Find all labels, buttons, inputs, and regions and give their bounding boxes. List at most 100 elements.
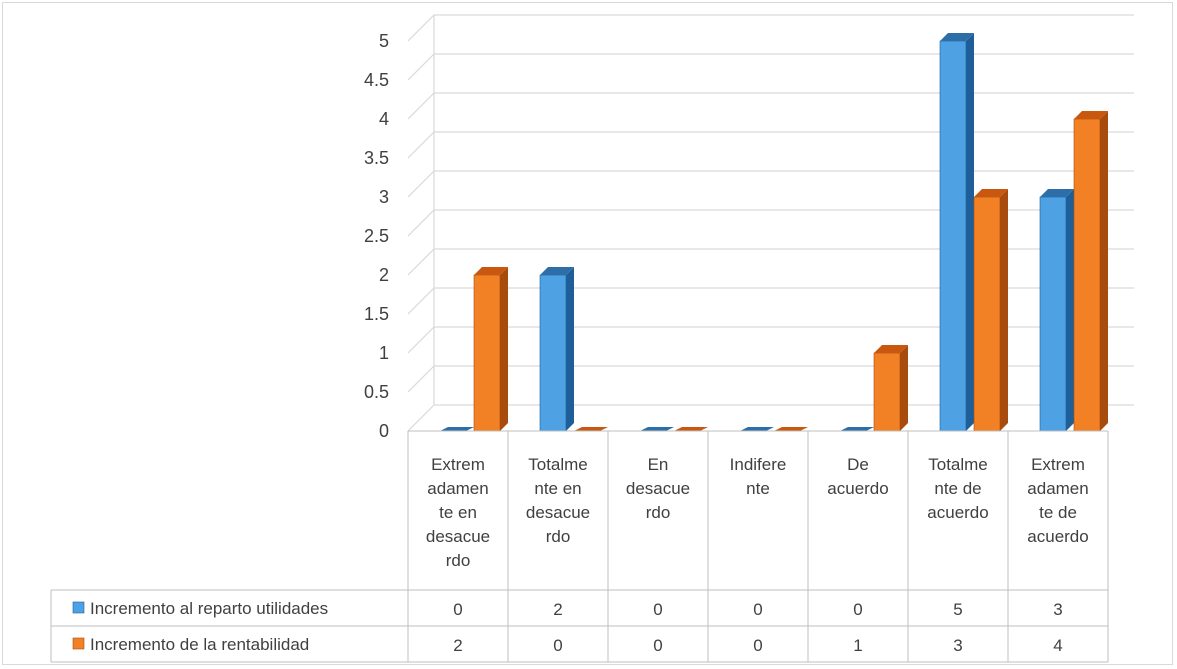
- bar-front: [939, 40, 967, 432]
- category-label-line: acuerdo: [927, 503, 988, 522]
- data-cell: 2: [453, 636, 462, 655]
- category-label: Indifere nte: [730, 455, 787, 498]
- data-cell: 4: [1053, 636, 1062, 655]
- category-label-line: adamen: [1027, 479, 1088, 498]
- data-cell: 3: [1053, 600, 1062, 619]
- category-label-line: desacue: [426, 527, 490, 546]
- bar-flat: [674, 427, 708, 431]
- category-label-line: rdo: [546, 527, 571, 546]
- data-cell: 0: [753, 636, 762, 655]
- category-label-line: rdo: [446, 551, 471, 570]
- category-label-line: nte: [746, 479, 770, 498]
- category-label-line: Indifere: [730, 455, 787, 474]
- data-cell: 5: [953, 600, 962, 619]
- category-label-line: desacue: [526, 503, 590, 522]
- y-axis-ticks: 0 0.5 1 1.5 2 2.5 3 3.5 4 4.5 5: [364, 31, 389, 441]
- category-label-line: te en: [439, 503, 477, 522]
- bar-front: [873, 352, 901, 432]
- category-label-line: De: [847, 455, 869, 474]
- gridline-connector: [407, 248, 435, 276]
- gridline-connector: [407, 404, 435, 432]
- gridline-connector: [407, 53, 435, 81]
- y-tick-label: 2: [379, 265, 389, 285]
- y-tick-label: 3.5: [364, 148, 389, 168]
- category-label-line: Extrem: [431, 455, 485, 474]
- bar-flat: [774, 427, 808, 431]
- category-label-line: te de: [1039, 503, 1077, 522]
- bar-top: [1040, 189, 1074, 197]
- bar-top: [540, 267, 574, 275]
- y-tick-label: 1.5: [364, 304, 389, 324]
- bar-flat: [640, 427, 674, 431]
- gridline-connector: [407, 365, 435, 393]
- data-cell: 0: [453, 600, 462, 619]
- y-tick-label: 3: [379, 187, 389, 207]
- data-cell: 0: [753, 600, 762, 619]
- category-label: Extrem adamen te en desacue rdo: [426, 455, 490, 570]
- gridline-connector: [407, 92, 435, 120]
- bar-top: [1074, 111, 1108, 119]
- data-cell: 0: [653, 600, 662, 619]
- bar-top: [874, 345, 908, 353]
- category-label-line: nte en: [534, 479, 581, 498]
- bar-side: [500, 267, 508, 431]
- bar-top: [974, 189, 1008, 197]
- bar-front: [1073, 118, 1101, 432]
- y-tick-label: 4.5: [364, 70, 389, 90]
- category-label: Totalme nte de acuerdo: [927, 455, 988, 522]
- gridlines: [407, 14, 1134, 432]
- category-label-line: Totalme: [928, 455, 988, 474]
- y-tick-label: 4: [379, 109, 389, 129]
- data-cell: 0: [553, 636, 562, 655]
- category-label: De acuerdo: [827, 455, 888, 498]
- data-cell: 3: [953, 636, 962, 655]
- bar-side: [1000, 189, 1008, 431]
- category-label-line: rdo: [646, 503, 671, 522]
- data-table: Extrem adamen te en desacue rdo Totalme nte en…: [50, 430, 1109, 663]
- bar-front: [973, 196, 1001, 432]
- y-tick-label: 0: [379, 421, 389, 441]
- bar-front: [539, 274, 567, 432]
- bar-top: [940, 33, 974, 41]
- category-label-line: desacue: [626, 479, 690, 498]
- category-label: Extrem adamen te de acuerdo: [1027, 455, 1088, 546]
- bar-side: [1066, 189, 1074, 431]
- bar-flat: [440, 427, 474, 431]
- legend-key: [72, 637, 85, 650]
- category-label-line: acuerdo: [827, 479, 888, 498]
- category-label-line: acuerdo: [1027, 527, 1088, 546]
- bar-flat: [740, 427, 774, 431]
- category-label: Totalme nte en desacue rdo: [526, 455, 590, 546]
- y-tick-label: 1: [379, 343, 389, 363]
- bar-front: [473, 274, 501, 432]
- bar-flat: [840, 427, 874, 431]
- category-label: En desacue rdo: [626, 455, 690, 522]
- y-tick-label: 5: [379, 31, 389, 51]
- data-cell: 0: [853, 600, 862, 619]
- gridline-connector: [407, 287, 435, 315]
- category-label-line: adamen: [427, 479, 488, 498]
- legend-label: Incremento de la rentabilidad: [90, 635, 309, 654]
- category-label-line: Extrem: [1031, 455, 1085, 474]
- category-label-line: En: [648, 455, 669, 474]
- bar-side: [900, 345, 908, 431]
- bar-side: [966, 33, 974, 431]
- gridline-connector: [407, 170, 435, 198]
- y-tick-label: 0.5: [364, 382, 389, 402]
- gridline-connector: [407, 14, 435, 42]
- legend-label: Incremento al reparto utilidades: [90, 599, 328, 618]
- data-cell: 1: [853, 636, 862, 655]
- bar-top: [474, 267, 508, 275]
- bar-side: [566, 267, 574, 431]
- gridline-connector: [407, 326, 435, 354]
- data-cell: 0: [653, 636, 662, 655]
- bar-side: [1100, 111, 1108, 431]
- data-cell: 2: [553, 600, 562, 619]
- category-label-line: Totalme: [528, 455, 588, 474]
- y-tick-label: 2.5: [364, 226, 389, 246]
- bar-flat: [574, 427, 608, 431]
- bar-front: [1039, 196, 1067, 432]
- gridline-connector: [407, 131, 435, 159]
